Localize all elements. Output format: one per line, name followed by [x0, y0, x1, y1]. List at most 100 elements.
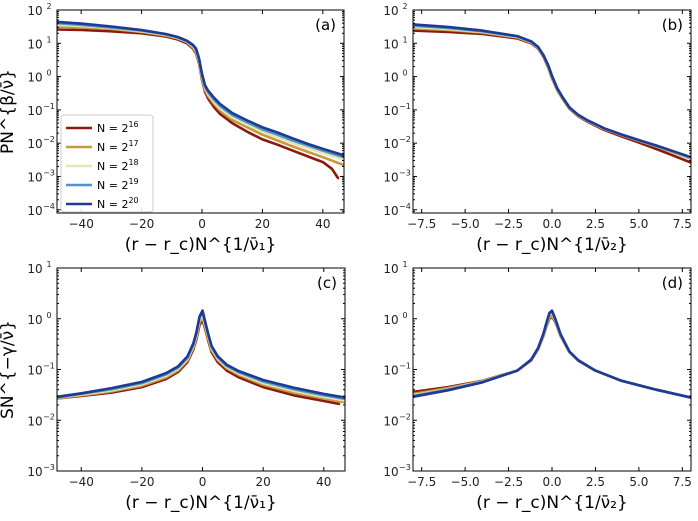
panel-label: (d)	[662, 274, 683, 292]
legend-exponent: 20	[128, 196, 138, 205]
y-tick-exponent: −1	[399, 102, 411, 111]
legend-exponent: 19	[128, 177, 138, 186]
series-line-1	[413, 27, 691, 161]
legend-exponent: 17	[128, 139, 138, 148]
series-line-4	[57, 309, 345, 399]
y-tick-label: 10	[27, 37, 42, 51]
legend-box	[60, 114, 154, 213]
y-tick-exponent: 0	[46, 69, 51, 78]
legend-label: N = 217	[97, 139, 139, 154]
y-tick-label: 10	[27, 262, 42, 276]
x-tick-label: 5.0	[629, 217, 648, 231]
x-tick-label: 0	[199, 475, 207, 489]
y-tick-exponent: 1	[46, 35, 51, 44]
x-tick-label: 7.5	[673, 217, 692, 231]
x-axis-label: (r − r_c)N^{1/ν̄₂}	[476, 235, 628, 255]
axes-frame	[412, 267, 692, 472]
y-tick-label: 10	[383, 4, 398, 18]
legend-exponent: 18	[128, 158, 138, 167]
legend-prefix: N = 2	[97, 160, 128, 173]
x-tick-label: −20	[129, 475, 154, 489]
y-tick-exponent: −2	[43, 412, 55, 421]
x-tick-label: 2.5	[586, 475, 605, 489]
y-axis-label: PN^{β/ν̄}	[0, 69, 18, 154]
x-tick-label: 5.0	[629, 475, 648, 489]
x-tick-label: −7.5	[407, 475, 436, 489]
x-axis-label: (r − r_c)N^{1/ν̄₁}	[125, 493, 277, 513]
y-tick-exponent: −2	[43, 135, 55, 144]
legend-label: N = 216	[97, 120, 139, 135]
legend-exponent: 16	[128, 120, 138, 129]
x-tick-label: −2.5	[494, 217, 523, 231]
y-tick-label: 10	[27, 414, 42, 428]
y-tick-label: 10	[27, 364, 42, 378]
panel-label: (b)	[662, 16, 683, 34]
x-tick-label: 0	[198, 217, 206, 231]
y-tick-label: 10	[383, 313, 398, 327]
legend-label: N = 220	[97, 196, 139, 211]
series-line-2	[57, 313, 345, 402]
series-line-4	[57, 20, 344, 157]
y-tick-exponent: 1	[402, 35, 407, 44]
legend-label: N = 218	[97, 158, 139, 173]
x-tick-label: 40	[316, 475, 331, 489]
x-tick-label: −7.5	[407, 217, 436, 231]
x-tick-label: 20	[255, 217, 270, 231]
series-line-4	[413, 23, 691, 159]
y-tick-label: 10	[27, 170, 42, 184]
x-tick-label: 20	[256, 475, 271, 489]
y-tick-label: 10	[27, 137, 42, 151]
x-tick-label: −5.0	[451, 217, 480, 231]
y-tick-label: 10	[27, 4, 42, 18]
y-tick-label: 10	[383, 465, 398, 479]
y-tick-label: 10	[383, 364, 398, 378]
x-tick-label: 40	[315, 217, 330, 231]
y-axis-label: SN^{−γ/ν̄}	[0, 320, 18, 419]
x-tick-label: 0.0	[542, 475, 561, 489]
y-tick-label: 10	[383, 71, 398, 85]
series-line-2	[413, 25, 691, 160]
x-tick-label: −2.5	[494, 475, 523, 489]
y-tick-exponent: −4	[43, 202, 55, 211]
y-tick-exponent: −2	[399, 135, 411, 144]
y-tick-label: 10	[383, 262, 398, 276]
x-tick-label: 7.5	[673, 475, 692, 489]
y-tick-exponent: −3	[43, 463, 55, 472]
y-tick-exponent: −1	[43, 102, 55, 111]
series-group	[413, 23, 691, 164]
series-line-3	[57, 310, 345, 401]
legend-label: N = 219	[97, 177, 139, 192]
y-tick-label: 10	[383, 37, 398, 51]
y-tick-exponent: 0	[402, 311, 407, 320]
x-tick-label: −40	[69, 475, 94, 489]
x-tick-label: −40	[69, 217, 94, 231]
y-tick-exponent: −3	[399, 168, 411, 177]
panel-label: (c)	[317, 274, 337, 292]
series-line-3	[413, 24, 691, 159]
y-tick-label: 10	[383, 204, 398, 218]
series-group	[413, 309, 691, 399]
x-axis-label: (r − r_c)N^{1/ν̄₂}	[476, 493, 628, 513]
y-tick-exponent: 2	[46, 2, 51, 11]
y-tick-label: 10	[27, 465, 42, 479]
y-tick-exponent: 0	[46, 311, 51, 320]
y-tick-label: 10	[27, 104, 42, 118]
y-tick-exponent: −1	[399, 362, 411, 371]
y-tick-exponent: −1	[43, 362, 55, 371]
series-line-4	[413, 309, 691, 399]
y-tick-exponent: 2	[402, 2, 407, 11]
legend-prefix: N = 2	[97, 179, 128, 192]
x-axis-label: (r − r_c)N^{1/ν̄₁}	[125, 235, 277, 255]
y-tick-label: 10	[27, 71, 42, 85]
axes-frame	[412, 9, 692, 214]
y-tick-exponent: −2	[399, 412, 411, 421]
series-group	[57, 20, 344, 180]
panel-b: −7.5 −5.0 −2.5 0.0 2.5 5.0 7.510−410−310−210−1…	[383, 2, 692, 255]
legend-prefix: N = 2	[97, 198, 128, 211]
panel-label: (a)	[315, 16, 336, 34]
y-tick-label: 10	[27, 204, 42, 218]
